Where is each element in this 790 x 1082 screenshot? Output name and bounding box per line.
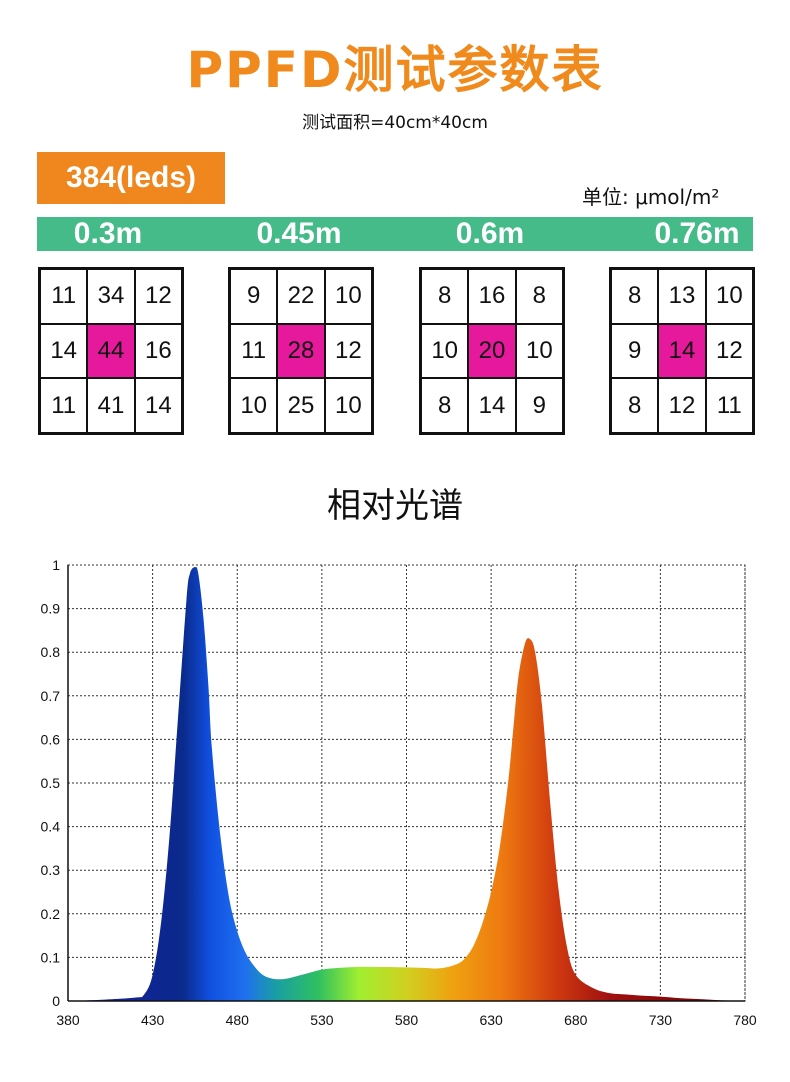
ppfd-cell: 12 xyxy=(705,323,753,379)
ppfd-cell: 41 xyxy=(87,378,135,433)
ppfd-cell: 14 xyxy=(468,378,516,433)
ppfd-cell: 12 xyxy=(658,378,706,433)
distance-bar xyxy=(37,217,753,251)
ppfd-cell: 12 xyxy=(134,269,182,324)
ppfd-grid-4: 8 13 10 9 14 12 8 12 11 xyxy=(609,267,755,435)
y-tick-label: 0.5 xyxy=(41,775,61,791)
ppfd-cell: 22 xyxy=(277,269,325,324)
distance-label-3: 0.6m xyxy=(455,217,525,250)
ppfd-cell: 10 xyxy=(230,378,278,433)
y-tick-label: 0.8 xyxy=(41,644,61,660)
ppfd-cell: 13 xyxy=(658,269,706,324)
ppfd-cell: 10 xyxy=(324,269,372,324)
ppfd-grid-1: 11 34 12 14 44 16 11 41 14 xyxy=(38,267,184,435)
ppfd-grid-2: 9 22 10 11 28 12 10 25 10 xyxy=(228,267,374,435)
ppfd-center-cell: 28 xyxy=(277,323,325,379)
y-tick-label: 0.9 xyxy=(41,601,61,617)
ppfd-cell: 10 xyxy=(324,378,372,433)
ppfd-cell: 14 xyxy=(40,323,88,379)
distance-label-2: 0.45m xyxy=(256,217,342,250)
x-tick-label: 530 xyxy=(310,1012,334,1028)
led-count-badge: 384(leds) xyxy=(37,152,225,204)
ppfd-cell: 25 xyxy=(277,378,325,433)
y-tick-label: 0.3 xyxy=(41,862,61,878)
ppfd-cell: 8 xyxy=(611,378,659,433)
y-tick-label: 0.2 xyxy=(41,906,61,922)
y-tick-label: 0.4 xyxy=(41,819,61,835)
ppfd-center-cell: 44 xyxy=(87,323,135,379)
distance-label-1: 0.3m xyxy=(73,217,143,250)
x-tick-label: 580 xyxy=(395,1012,419,1028)
ppfd-cell: 8 xyxy=(611,269,659,324)
y-tick-label: 1 xyxy=(52,557,60,573)
ppfd-cell: 10 xyxy=(705,269,753,324)
ppfd-center-cell: 20 xyxy=(468,323,516,379)
ppfd-center-cell: 14 xyxy=(658,323,706,379)
x-tick-label: 480 xyxy=(226,1012,250,1028)
page-title: PPFD测试参数表 xyxy=(186,41,604,99)
x-tick-label: 780 xyxy=(733,1012,757,1028)
ppfd-cell: 9 xyxy=(515,378,563,433)
ppfd-cell: 8 xyxy=(515,269,563,324)
x-tick-label: 680 xyxy=(564,1012,588,1028)
distance-label-4: 0.76m xyxy=(654,217,740,250)
ppfd-cell: 11 xyxy=(40,378,88,433)
spectrum-area xyxy=(68,567,745,1001)
ppfd-cell: 11 xyxy=(230,323,278,379)
ppfd-cell: 34 xyxy=(87,269,135,324)
x-tick-label: 380 xyxy=(56,1012,80,1028)
ppfd-cell: 11 xyxy=(705,378,753,433)
ppfd-cell: 10 xyxy=(515,323,563,379)
ppfd-cell: 11 xyxy=(40,269,88,324)
x-tick-label: 630 xyxy=(479,1012,503,1028)
ppfd-cell: 10 xyxy=(421,323,469,379)
ppfd-cell: 8 xyxy=(421,378,469,433)
x-tick-label: 730 xyxy=(649,1012,673,1028)
y-tick-label: 0.7 xyxy=(41,688,61,704)
ppfd-cell: 16 xyxy=(134,323,182,379)
test-area-subtitle: 测试面积=40cm*40cm xyxy=(302,113,488,133)
ppfd-cell: 8 xyxy=(421,269,469,324)
x-tick-label: 430 xyxy=(141,1012,165,1028)
ppfd-grid-3: 8 16 8 10 20 10 8 14 9 xyxy=(419,267,565,435)
ppfd-cell: 9 xyxy=(611,323,659,379)
spectrum-title: 相对光谱 xyxy=(327,486,463,526)
ppfd-cell: 14 xyxy=(134,378,182,433)
y-tick-label: 0.1 xyxy=(41,949,61,965)
ppfd-cell: 9 xyxy=(230,269,278,324)
ppfd-cell: 12 xyxy=(324,323,372,379)
y-tick-label: 0 xyxy=(52,993,60,1009)
y-tick-label: 0.6 xyxy=(41,731,61,747)
unit-label: 单位: μmol/m² xyxy=(582,185,720,209)
ppfd-cell: 16 xyxy=(468,269,516,324)
